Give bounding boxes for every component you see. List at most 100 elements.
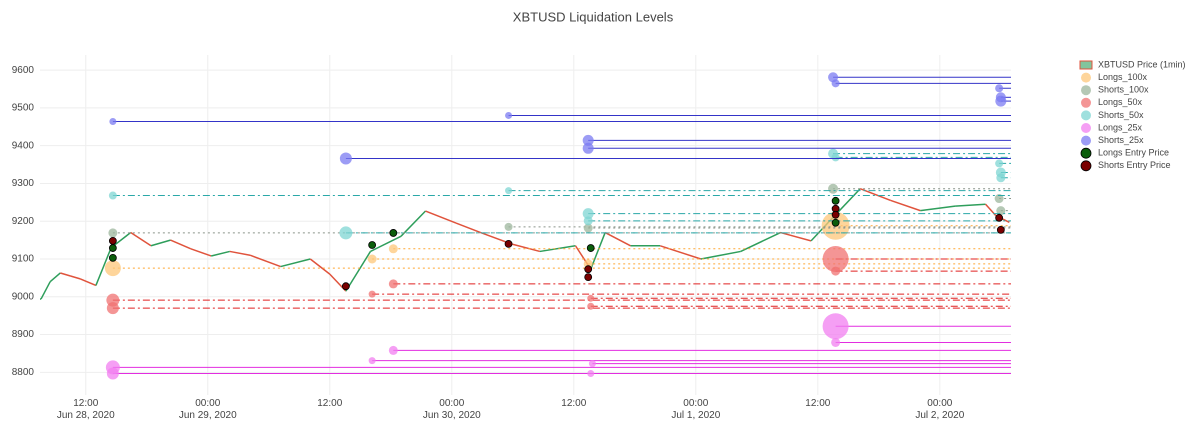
legend-label: Longs_25x [1098,122,1143,132]
level-marker [582,142,594,154]
y-tick-label: 9200 [12,216,35,227]
price-segment [700,250,741,260]
x-tick-label: 00:00 Jul 2, 2020 [915,398,965,421]
price-segment [249,254,281,268]
level-marker [587,294,595,302]
y-tick-label: 9600 [12,65,35,76]
price-segment [95,247,112,286]
price-segment [309,258,331,275]
level-marker [831,337,841,347]
x-tick-label: 00:00 Jun 29, 2020 [178,398,237,421]
level-marker [368,357,376,365]
legend-label: Longs_100x [1098,72,1148,82]
legend-label: Shorts_25x [1098,135,1144,145]
price-segment [190,248,212,257]
level-marker [995,84,1004,93]
price-segment [280,258,311,268]
price-segment [49,272,61,283]
price-segment [539,245,576,253]
level-marker [584,265,593,274]
price-segment [890,199,921,212]
x-tick-label: 12:00 [561,398,587,409]
price-segment [455,222,481,234]
price-segment [510,243,541,253]
level-marker [831,218,840,227]
level-marker [339,152,352,165]
level-marker [582,208,594,220]
price-segment [400,210,427,237]
level-marker [388,345,398,355]
level-marker [108,228,118,238]
legend-symbol [1081,123,1091,133]
legend-label: Shorts Entry Price [1098,160,1171,170]
level-marker [995,95,1007,107]
level-marker [831,210,840,219]
level-marker [106,302,119,315]
level-marker [822,313,849,340]
level-marker [822,246,849,272]
level-marker [389,229,398,237]
price-segment [590,232,606,270]
level-marker [995,159,1004,168]
legend-symbol [1080,147,1092,159]
x-tick-label: 12:00 [317,398,343,409]
level-marker [108,253,117,262]
level-marker [368,241,377,249]
level-marker [388,244,398,254]
legend-symbol [1081,72,1091,83]
legend-symbol [1081,110,1091,121]
price-segment [425,210,457,224]
y-tick-label: 8900 [12,329,35,340]
x-tick-label: 12:00 [805,398,831,409]
y-tick-label: 9400 [12,140,35,151]
level-marker [996,206,1006,216]
plot [40,72,1011,380]
level-marker [106,367,119,380]
level-marker [588,360,596,368]
price-segment [150,239,171,247]
y-tick-label: 9100 [12,254,35,265]
x-tick-label: 12:00 Jun 28, 2020 [56,398,115,421]
level-marker [584,273,593,282]
level-marker [831,266,841,276]
price-segment [920,205,956,212]
level-marker [109,117,117,125]
level-marker [831,153,840,162]
level-marker [104,260,121,277]
x-tick-label: 00:00 Jun 30, 2020 [422,398,481,421]
price-segment [370,235,402,253]
price-segment [604,231,631,247]
legend-label: XBTUSD Price (1min) [1098,59,1186,69]
legend-symbol [1081,85,1091,96]
legend-label: Longs Entry Price [1098,148,1169,158]
price-segment [70,275,81,280]
price-segment [60,272,71,277]
price-segment [170,239,192,250]
level-marker [831,79,840,88]
price-segment [229,250,251,256]
level-marker [339,226,353,240]
level-marker [504,239,513,248]
level-marker [368,290,376,298]
y-tick-label: 8800 [12,367,35,378]
price-segment [80,278,97,287]
level-marker [587,302,595,310]
price-segment [740,231,781,253]
y-tick-label: 9000 [12,291,35,302]
price-segment [834,188,861,217]
legend-label: Longs_50x [1098,97,1143,107]
legend-symbol [1081,135,1091,146]
price-segment [130,231,152,247]
y-tick-label: 9500 [12,103,35,114]
level-marker [582,134,594,146]
grid [40,55,1011,395]
level-marker [994,194,1004,204]
level-marker [388,279,398,289]
level-marker [108,191,117,200]
price-segment [40,281,51,300]
level-marker [505,111,513,119]
level-marker [586,244,595,252]
price-segment [659,245,702,260]
